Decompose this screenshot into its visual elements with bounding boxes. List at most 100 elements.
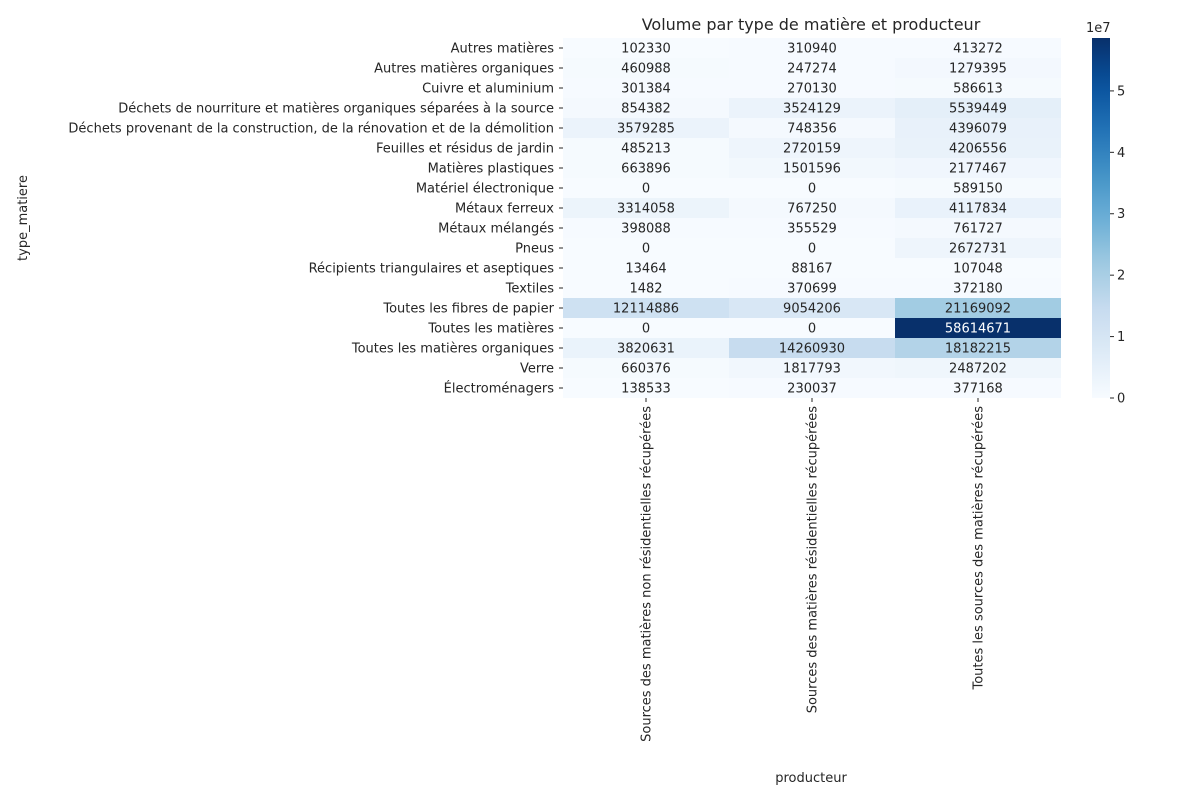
cell-value-label: 0 <box>642 182 650 197</box>
y-tick-label: Autres matières organiques <box>374 62 554 77</box>
cell-value-label: 4117834 <box>949 202 1007 217</box>
heatmap-cell <box>563 318 729 338</box>
heatmap-cell <box>729 338 895 358</box>
cell-value-label: 761727 <box>953 222 1003 237</box>
heatmap-cells: 102330 310940 413272 460988 247274 1279395 301… <box>563 38 1061 398</box>
cell-value-label: 13464 <box>625 262 666 277</box>
cell-value-label: 310940 <box>787 42 837 57</box>
x-tick-label: Toutes les sources des matières récupéré… <box>972 406 987 691</box>
heatmap-cell <box>563 378 729 398</box>
y-tick-label: Électroménagers <box>444 381 555 397</box>
heatmap-cell <box>729 278 895 298</box>
heatmap-cell <box>729 378 895 398</box>
heatmap-cell <box>895 98 1061 118</box>
cell-value-label: 589150 <box>953 182 1003 197</box>
heatmap-cell <box>895 238 1061 258</box>
y-tick-label: Feuilles et résidus de jardin <box>376 142 554 157</box>
cell-value-label: 58614671 <box>945 322 1011 337</box>
heatmap-cell <box>563 178 729 198</box>
cell-value-label: 3579285 <box>617 122 675 137</box>
colorbar-multiplier: 1e7 <box>1086 21 1111 36</box>
heatmap-cell <box>729 198 895 218</box>
heatmap-cell <box>895 58 1061 78</box>
cell-value-label: 4396079 <box>949 122 1007 137</box>
cell-value-label: 586613 <box>953 82 1003 97</box>
heatmap-cell <box>563 278 729 298</box>
cell-value-label: 485213 <box>621 142 671 157</box>
heatmap-cell <box>729 298 895 318</box>
y-tick-label: Toutes les matières <box>427 322 554 337</box>
cell-value-label: 0 <box>808 322 816 337</box>
cell-value-label: 230037 <box>787 382 837 397</box>
cell-value-label: 460988 <box>621 62 671 77</box>
colorbar-tick-label: 4 <box>1117 146 1125 161</box>
cell-value-label: 2672731 <box>949 242 1007 257</box>
cell-value-label: 301384 <box>621 82 671 97</box>
y-tick-label: Textiles <box>505 282 555 297</box>
y-tick-label: Métaux mélangés <box>438 222 554 237</box>
cell-value-label: 0 <box>642 322 650 337</box>
cell-value-label: 4206556 <box>949 142 1007 157</box>
heatmap-cell <box>895 198 1061 218</box>
cell-value-label: 2720159 <box>783 142 841 157</box>
cell-value-label: 854382 <box>621 102 671 117</box>
y-tick-label: Toutes les fibres de papier <box>382 302 554 317</box>
cell-value-label: 14260930 <box>779 342 845 357</box>
cell-value-label: 138533 <box>621 382 671 397</box>
heatmap-cell <box>563 218 729 238</box>
heatmap-cell <box>895 298 1061 318</box>
y-tick-label: Métaux ferreux <box>455 202 554 217</box>
y-tick-label: Récipients triangulaires et aseptiques <box>309 262 555 277</box>
heatmap-cell <box>729 318 895 338</box>
heatmap-cell <box>563 158 729 178</box>
heatmap-cell <box>729 238 895 258</box>
heatmap-cell <box>895 118 1061 138</box>
cell-value-label: 1279395 <box>949 62 1007 77</box>
cell-value-label: 1501596 <box>783 162 841 177</box>
y-tick-label: Déchets de nourriture et matières organi… <box>118 102 554 117</box>
y-tick-label: Déchets provenant de la construction, de… <box>68 122 554 137</box>
heatmap-cell <box>729 118 895 138</box>
cell-value-label: 18182215 <box>945 342 1011 357</box>
heatmap-cell <box>563 38 729 58</box>
cell-value-label: 413272 <box>953 42 1003 57</box>
cell-value-label: 3820631 <box>617 342 675 357</box>
cell-value-label: 377168 <box>953 382 1003 397</box>
x-tick-labels: Sources des matières non résidentielles … <box>640 398 987 742</box>
cell-value-label: 102330 <box>621 42 671 57</box>
heatmap-cell <box>563 298 729 318</box>
cell-value-label: 398088 <box>621 222 671 237</box>
cell-value-label: 660376 <box>621 362 671 377</box>
heatmap-cell <box>895 178 1061 198</box>
cell-value-label: 663896 <box>621 162 671 177</box>
cell-value-label: 107048 <box>953 262 1003 277</box>
heatmap-cell <box>563 118 729 138</box>
cell-value-label: 0 <box>642 242 650 257</box>
heatmap-cell <box>563 358 729 378</box>
heatmap-cell <box>563 58 729 78</box>
colorbar-tick-label: 5 <box>1117 84 1125 99</box>
colorbar-tick-label: 0 <box>1117 392 1125 407</box>
y-tick-label: Autres matières <box>451 42 555 57</box>
x-tick-label: Sources des matières non résidentielles … <box>640 406 655 742</box>
cell-value-label: 748356 <box>787 122 837 137</box>
cell-value-label: 767250 <box>787 202 837 217</box>
heatmap-cell <box>729 38 895 58</box>
heatmap-cell <box>729 78 895 98</box>
heatmap-cell <box>563 338 729 358</box>
y-tick-labels: Autres matières Autres matières organique… <box>68 42 563 397</box>
cell-value-label: 9054206 <box>783 302 841 317</box>
heatmap-cell <box>729 158 895 178</box>
heatmap-cell <box>895 338 1061 358</box>
heatmap-cell <box>729 358 895 378</box>
colorbar-gradient <box>1092 38 1110 398</box>
cell-value-label: 270130 <box>787 82 837 97</box>
heatmap-cell <box>563 138 729 158</box>
y-tick-label: Matériel électronique <box>416 182 554 197</box>
heatmap-cell <box>895 278 1061 298</box>
heatmap-cell <box>563 78 729 98</box>
colorbar-tick-label: 1 <box>1117 330 1125 345</box>
heatmap-cell <box>729 258 895 278</box>
colorbar-tick-label: 2 <box>1117 269 1125 284</box>
